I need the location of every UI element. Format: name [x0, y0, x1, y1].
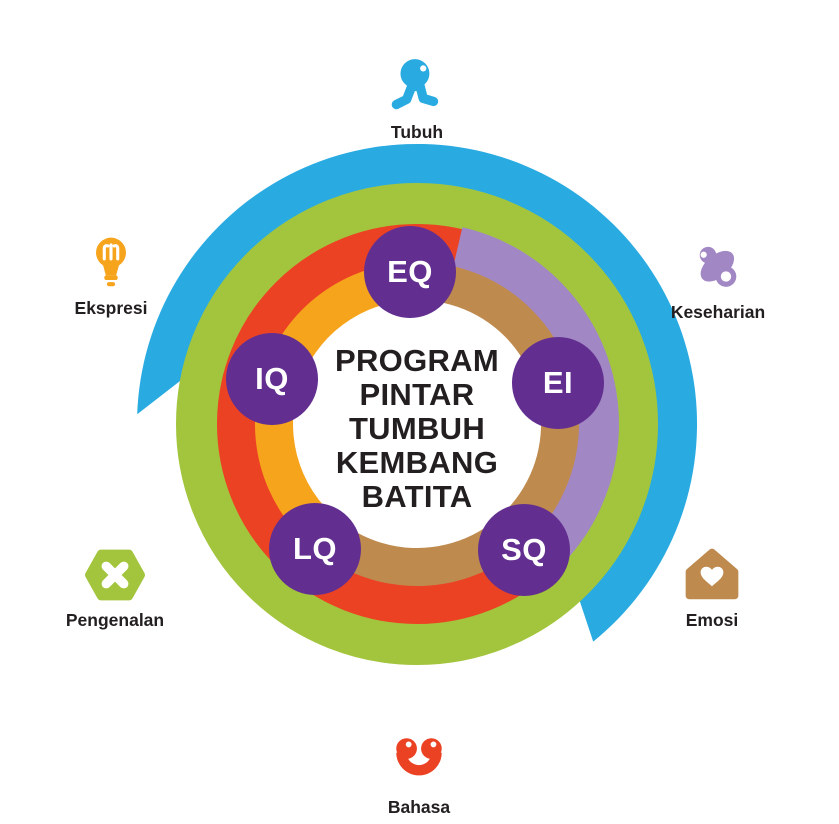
program-title: PROGRAM PINTAR TUMBUH KEMBANG BATITA: [297, 344, 537, 514]
satellite-keseharian: Keseharian: [656, 236, 780, 323]
lightbulb-icon: [96, 237, 126, 287]
hexagon-x-icon: [85, 549, 145, 601]
bubble-ei-label: EI: [542, 365, 574, 400]
body-icon: [391, 59, 439, 110]
bubble-eq-label: EQ: [387, 254, 433, 289]
title-line: BATITA: [361, 479, 473, 514]
satellite-pengenalan-label: Pengenalan: [65, 610, 165, 630]
satellite-tubuh: Tubuh: [355, 56, 479, 143]
pacifier-icon: [699, 246, 737, 287]
title-line: TUMBUH: [348, 411, 486, 446]
satellite-pengenalan: Pengenalan: [53, 544, 177, 631]
bubble-lq-label: LQ: [292, 531, 338, 566]
title-line: PROGRAM: [335, 343, 499, 378]
bubble-sq-label: SQ: [501, 532, 547, 567]
smile-face-icon: [396, 738, 442, 776]
bubble-ei: EI: [512, 337, 604, 429]
title-line: PINTAR: [359, 377, 475, 412]
satellite-tubuh-label: Tubuh: [390, 122, 444, 142]
satellite-ekspresi: Ekspresi: [49, 232, 173, 319]
ring-pengenalan-green: [176, 183, 658, 665]
bubble-lq: LQ: [269, 503, 361, 595]
satellite-keseharian-label: Keseharian: [670, 302, 766, 322]
bubble-iq-label: IQ: [255, 361, 289, 396]
bubble-iq: IQ: [226, 333, 318, 425]
bubble-eq: EQ: [364, 226, 456, 318]
satellite-emosi-label: Emosi: [685, 610, 739, 630]
bubble-sq: SQ: [478, 504, 570, 596]
title-line: KEMBANG: [335, 445, 499, 480]
satellite-bahasa-label: Bahasa: [387, 797, 451, 817]
arc-keseharian-lavender: [452, 227, 619, 577]
satellite-emosi: Emosi: [650, 544, 774, 631]
satellite-ekspresi-label: Ekspresi: [74, 298, 148, 318]
house-heart-icon: [685, 548, 739, 600]
satellite-bahasa: Bahasa: [357, 731, 481, 818]
arc-tubuh-blue: [137, 143, 698, 642]
